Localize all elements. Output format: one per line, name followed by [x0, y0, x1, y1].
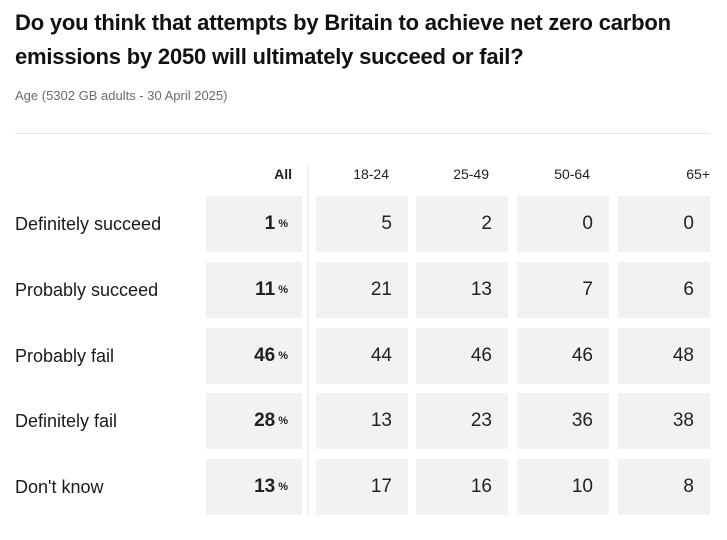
- column-header-65plus: 65+: [686, 166, 710, 182]
- column-header-50-64: 50-64: [554, 166, 590, 182]
- table-cell: 48: [618, 328, 710, 384]
- cell-value: 1: [264, 213, 276, 234]
- cell-value: 0: [582, 213, 593, 234]
- table-cell: 1%: [206, 196, 302, 252]
- table-cell: 7: [517, 262, 609, 318]
- column-header-18-24: 18-24: [353, 166, 389, 182]
- table-cell: 46: [517, 328, 609, 384]
- cell-value: 7: [582, 279, 593, 300]
- table-cell: 2: [416, 196, 508, 252]
- cell-value: 11: [255, 279, 276, 300]
- cell-value: 5: [381, 213, 392, 234]
- cell-value: 48: [672, 345, 694, 366]
- table-cell: 36: [517, 393, 609, 449]
- table-cell: 13: [416, 262, 508, 318]
- cell-value: 0: [683, 213, 694, 234]
- cell-value: 21: [370, 279, 392, 300]
- row-label: Definitely succeed: [15, 214, 162, 234]
- table-cell: 0: [618, 196, 710, 252]
- cell-value: 17: [370, 476, 392, 497]
- percent-unit: %: [278, 350, 288, 362]
- row-label: Probably succeed: [15, 280, 159, 300]
- table-cell: 8: [618, 459, 710, 515]
- table-cell: 38: [618, 393, 710, 449]
- row-label: Probably fail: [15, 346, 115, 366]
- table-cell: 16: [416, 459, 508, 515]
- table-cell: 5: [316, 196, 408, 252]
- cell-value: 36: [571, 410, 593, 431]
- cell-value: 13: [370, 410, 392, 431]
- percent-unit: %: [278, 284, 288, 296]
- table-cell: 46: [416, 328, 508, 384]
- percent-unit: %: [278, 481, 288, 493]
- percent-unit: %: [278, 218, 288, 230]
- chart-subtitle: Age (5302 GB adults - 30 April 2025): [15, 88, 228, 103]
- row-label: Definitely fail: [15, 411, 118, 431]
- cell-value: 44: [370, 345, 392, 366]
- cell-value: 38: [672, 410, 694, 431]
- cell-value: 46: [571, 345, 593, 366]
- table-cell: 23: [416, 393, 508, 449]
- cell-value: 46: [470, 345, 492, 366]
- table-cell: 6: [618, 262, 710, 318]
- cell-value: 6: [683, 279, 694, 300]
- cell-value: 2: [481, 213, 492, 234]
- column-header-25-49: 25-49: [453, 166, 489, 182]
- table-cell: 13%: [206, 459, 302, 515]
- table-cell: 11%: [206, 262, 302, 318]
- cell-value: 28: [254, 410, 276, 431]
- cell-value: 16: [470, 476, 492, 497]
- column-header-all: All: [274, 166, 292, 182]
- table-cell: 28%: [206, 393, 302, 449]
- cell-value: 46: [254, 345, 276, 366]
- table-cell: 13: [316, 393, 408, 449]
- cell-value: 10: [571, 476, 593, 497]
- cell-value: 23: [470, 410, 492, 431]
- table-cell: 0: [517, 196, 609, 252]
- header-divider: [15, 133, 710, 134]
- all-column-separator: [307, 166, 309, 516]
- table-cell: 17: [316, 459, 408, 515]
- cell-value: 13: [254, 476, 276, 497]
- table-cell: 44: [316, 328, 408, 384]
- table-cell: 46%: [206, 328, 302, 384]
- table-cell: 10: [517, 459, 609, 515]
- cell-value: 8: [683, 476, 694, 497]
- row-label: Don't know: [15, 477, 104, 497]
- percent-unit: %: [278, 415, 288, 427]
- cell-value: 13: [470, 279, 492, 300]
- chart-title: Do you think that attempts by Britain to…: [15, 10, 671, 69]
- table-cell: 21: [316, 262, 408, 318]
